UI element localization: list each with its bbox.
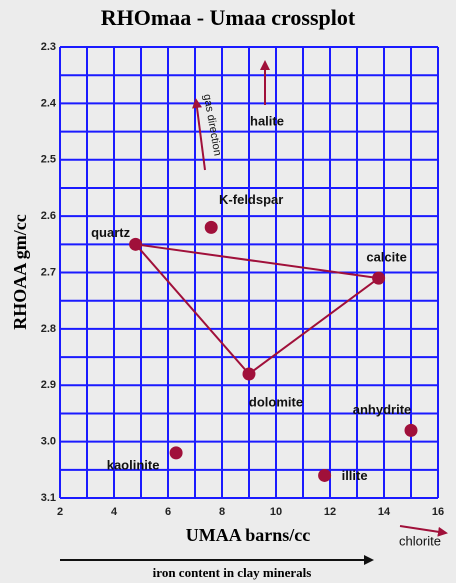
y-tick-label: 2.9 (41, 379, 56, 391)
x-axis-label: UMAA barns/cc (186, 525, 311, 545)
y-tick-label: 2.3 (41, 41, 56, 53)
point-label: calcite (366, 250, 406, 265)
point (372, 271, 386, 285)
chlorite-label: chlorite (399, 533, 441, 548)
y-tick-label: 3.0 (41, 436, 56, 448)
y-tick-label: 2.5 (41, 154, 56, 166)
x-tick-label: 6 (165, 506, 171, 518)
point (129, 237, 143, 251)
x-tick-label: 16 (432, 506, 444, 518)
triangle (133, 242, 382, 376)
y-tick-label: 2.6 (41, 210, 56, 222)
y-tick-label: 2.7 (41, 266, 56, 278)
x-tick-label: 8 (219, 506, 225, 518)
gas-arrow (192, 98, 206, 171)
point-label: K-feldspar (219, 192, 283, 207)
chlorite-arrow (399, 525, 448, 537)
chart-title: RHOmaa - Umaa crossplot (101, 5, 356, 30)
x-tick-label: 10 (270, 506, 282, 518)
point-label: dolomite (249, 394, 303, 409)
point-label: anhydrite (353, 402, 412, 417)
point-label: illite (342, 468, 368, 483)
point (204, 220, 218, 234)
halite-label: halite (250, 113, 284, 128)
x-tick-label: 14 (378, 506, 391, 518)
point (169, 446, 183, 460)
point (404, 423, 418, 437)
point (318, 468, 332, 482)
y-tick-label: 3.1 (41, 492, 56, 504)
x-tick-label: 4 (111, 506, 118, 518)
point-label: quartz (91, 225, 131, 240)
y-tick-label: 2.4 (41, 97, 57, 109)
x-tick-label: 12 (324, 506, 336, 518)
point-label: kaolinite (107, 457, 160, 472)
y-tick-label: 2.8 (41, 323, 56, 335)
y-axis-label: RHOAA gm/cc (10, 214, 30, 329)
iron-label: iron content in clay minerals (153, 565, 312, 580)
point (242, 367, 256, 381)
x-tick-label: 2 (57, 506, 63, 518)
